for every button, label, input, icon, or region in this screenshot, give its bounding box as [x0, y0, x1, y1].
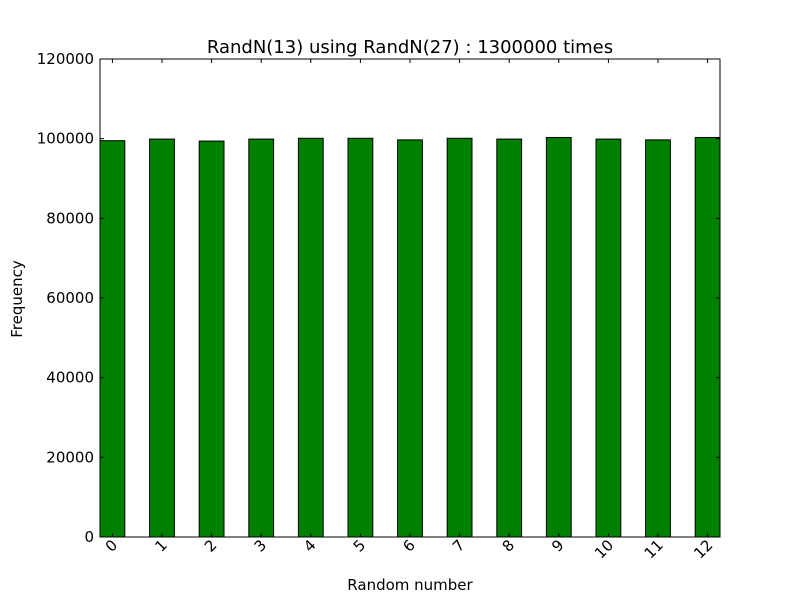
x-tick-label-9: 9: [548, 536, 567, 555]
bar-9: [545, 136, 572, 538]
x-tick-label-12: 12: [690, 536, 716, 562]
x-tick-label-11: 11: [641, 536, 667, 562]
bar-11: [645, 139, 671, 538]
y-tick-label-0: 0: [84, 528, 94, 546]
x-tick-label-10: 10: [591, 536, 617, 562]
x-tick-label-3: 3: [251, 536, 270, 555]
x-tick-label-6: 6: [399, 536, 418, 555]
bar-6: [397, 139, 423, 538]
y-axis-label: Frequency: [8, 260, 26, 338]
y-tick-label-120000: 120000: [37, 50, 94, 68]
x-tick-label-2: 2: [201, 536, 220, 555]
y-tick-label-20000: 20000: [46, 448, 94, 466]
y-ticks-group: 0 20000 40000 60000 80000 100000 120000: [37, 50, 720, 546]
chart-title: RandN(13) using RandN(27) : 1300000 time…: [207, 37, 613, 58]
x-axis-label: Random number: [347, 576, 473, 594]
bars-group: [99, 136, 721, 538]
x-tick-label-1: 1: [151, 536, 170, 555]
x-tick-label-8: 8: [499, 536, 518, 555]
y-tick-label-80000: 80000: [46, 209, 94, 227]
bar-7: [446, 137, 473, 538]
bar-4: [297, 137, 324, 538]
bar-2: [198, 140, 225, 538]
y-tick-label-100000: 100000: [37, 130, 94, 148]
plot-frame: [99, 58, 721, 538]
bar-5: [347, 137, 374, 538]
bar-0: [99, 140, 126, 538]
bar-12: [694, 136, 721, 538]
x-tick-label-7: 7: [449, 536, 468, 555]
x-tick-label-5: 5: [350, 536, 369, 555]
bar-3: [248, 138, 275, 538]
bar-10: [595, 138, 622, 538]
y-tick-label-60000: 60000: [46, 289, 94, 307]
y-tick-label-40000: 40000: [46, 369, 94, 387]
bar-1: [149, 138, 175, 538]
x-tick-label-4: 4: [300, 536, 319, 555]
bar-8: [496, 138, 523, 538]
x-tick-label-0: 0: [102, 536, 121, 555]
